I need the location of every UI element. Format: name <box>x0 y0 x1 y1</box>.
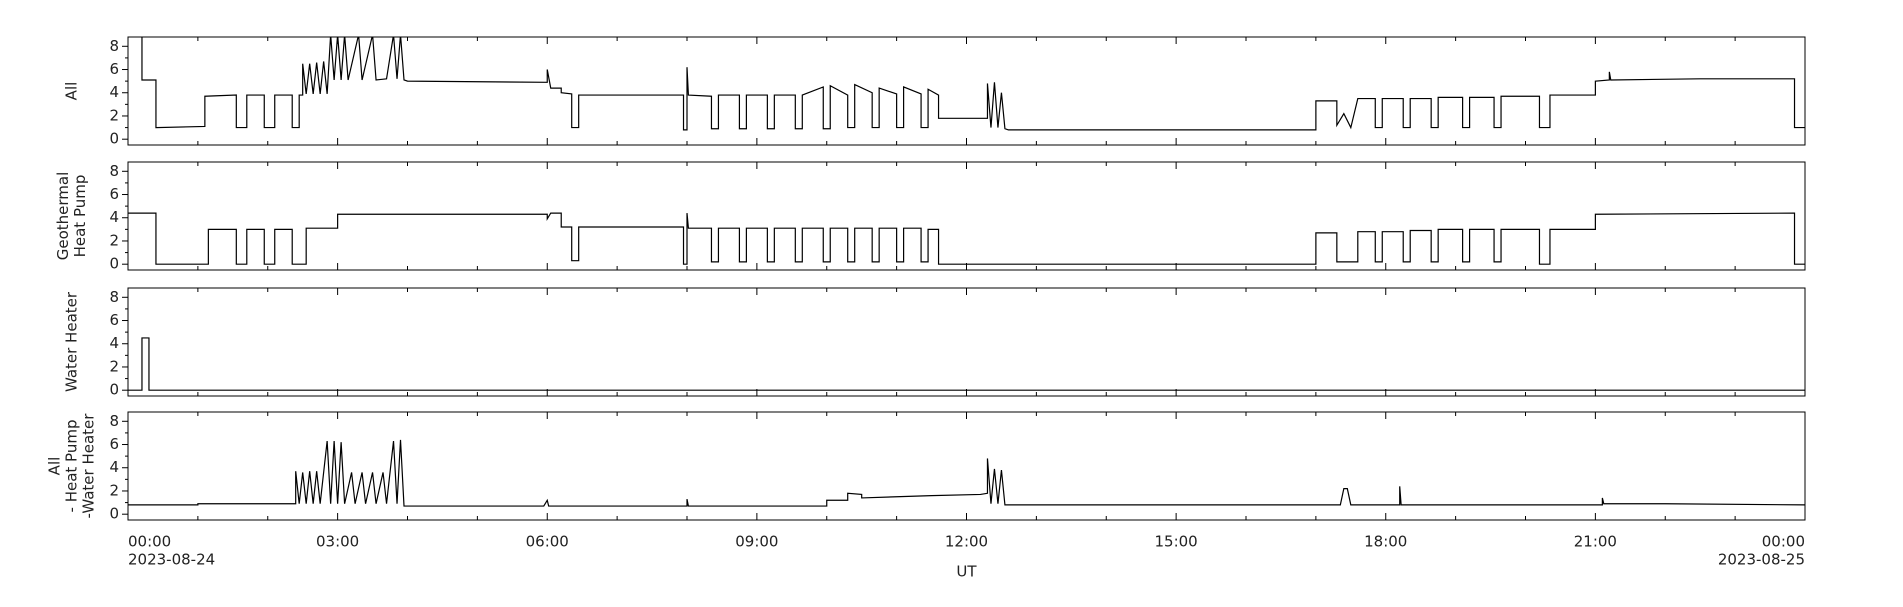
y-tick-label: 6 <box>109 60 119 78</box>
x-tick-label: 06:00 <box>526 533 569 551</box>
x-tick-label: 12:00 <box>945 533 988 551</box>
y-tick-label: 4 <box>109 83 119 101</box>
y-tick-label: 8 <box>109 37 119 55</box>
x-tick-label: 00:00 <box>1762 533 1805 551</box>
y-tick-label: 8 <box>109 162 119 180</box>
data-line <box>128 439 1805 507</box>
y-tick-label: 8 <box>109 412 119 430</box>
y-tick-label: 6 <box>109 435 119 453</box>
y-tick-label: 2 <box>109 231 119 249</box>
y-tick-label: 2 <box>109 357 119 375</box>
y-axis-label: - Heat Pump <box>63 420 81 513</box>
y-tick-label: 4 <box>109 458 119 476</box>
data-line <box>141 37 1805 131</box>
panel-frame <box>127 161 1806 271</box>
y-tick-label: 0 <box>109 381 119 399</box>
y-axis-label: All <box>63 82 81 101</box>
data-line <box>128 212 1805 265</box>
x-date-label: 2023-08-25 <box>1718 551 1805 569</box>
y-tick-label: 2 <box>109 481 119 499</box>
x-tick-label: 00:00 <box>128 533 171 551</box>
data-line <box>128 337 1805 391</box>
y-tick-label: 0 <box>109 255 119 273</box>
y-tick-label: 0 <box>109 130 119 148</box>
y-tick-label: 8 <box>109 288 119 306</box>
y-tick-label: 4 <box>109 334 119 352</box>
y-axis-label: Geothermal <box>54 172 72 261</box>
y-axis-label: All <box>46 457 64 476</box>
panel-frame <box>127 36 1806 146</box>
y-axis-label: Water Heater <box>63 291 81 392</box>
x-tick-label: 09:00 <box>735 533 778 551</box>
y-tick-label: 2 <box>109 106 119 124</box>
x-tick-label: 03:00 <box>316 533 359 551</box>
y-axis-label: Heat Pump <box>71 175 89 258</box>
y-tick-label: 6 <box>109 311 119 329</box>
x-tick-label: 21:00 <box>1574 533 1617 551</box>
x-tick-label: 15:00 <box>1155 533 1198 551</box>
x-date-label: 2023-08-24 <box>128 551 215 569</box>
y-tick-label: 6 <box>109 185 119 203</box>
panel-frame <box>127 411 1806 521</box>
y-tick-label: 0 <box>109 505 119 523</box>
x-axis-label: UT <box>956 563 977 581</box>
y-tick-label: 4 <box>109 208 119 226</box>
y-axis-label: -Water Heater <box>80 413 98 519</box>
panel-frame <box>127 287 1806 397</box>
x-tick-label: 18:00 <box>1364 533 1407 551</box>
